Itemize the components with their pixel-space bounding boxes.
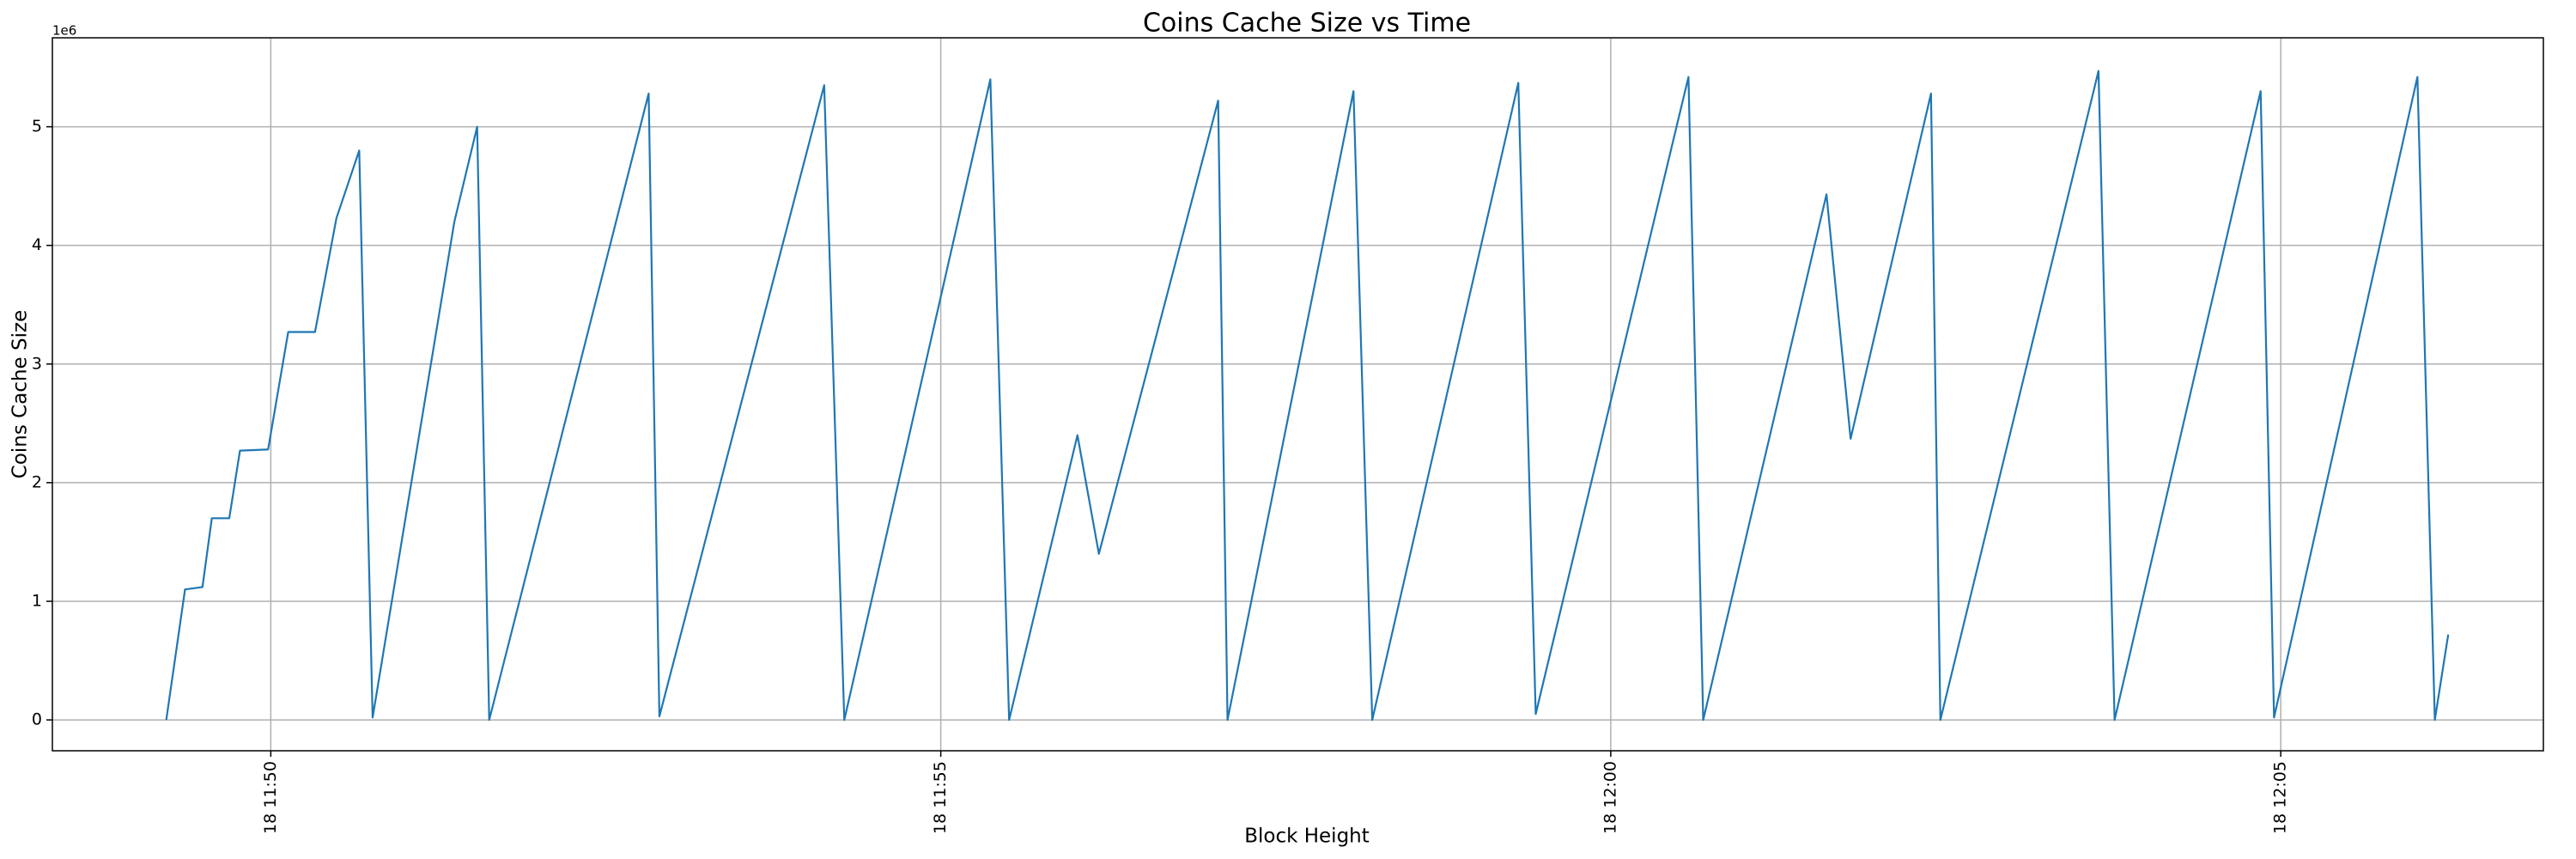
x-axis-label: Block Height — [1244, 825, 1370, 848]
plot-frame — [52, 37, 2544, 752]
data-line — [165, 70, 2450, 722]
y-offset-label: 1e6 — [52, 23, 76, 39]
y-tick-label: 0 — [32, 710, 42, 729]
x-tick-label: 18 11:55 — [931, 761, 950, 834]
y-tick-label: 4 — [32, 235, 42, 254]
y-tick-label: 3 — [32, 354, 42, 373]
y-tick-label: 5 — [32, 117, 42, 136]
y-axis-label: Coins Cache Size — [9, 310, 32, 478]
x-tick-label: 18 11:50 — [261, 761, 280, 834]
y-tick-label: 2 — [32, 472, 42, 491]
x-tick-label: 18 12:05 — [2271, 761, 2290, 834]
x-tick-label: 18 12:00 — [1601, 761, 1619, 834]
y-tick-label: 1 — [32, 591, 42, 610]
chart-title: Coins Cache Size vs Time — [1143, 9, 1471, 39]
